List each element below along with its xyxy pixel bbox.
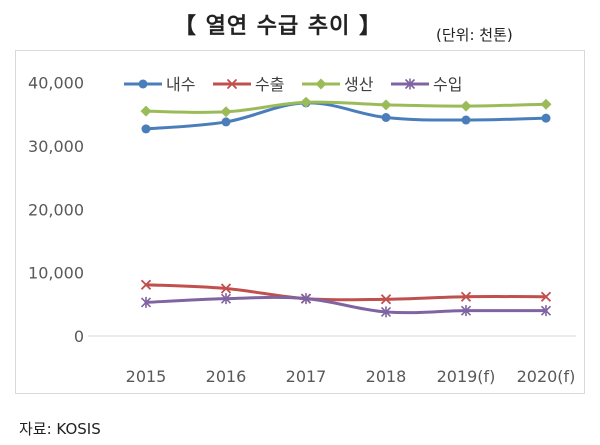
unit-label: (단위: 천톤): [436, 26, 513, 44]
data-point: [380, 99, 392, 111]
y-tick-label: 10,000: [28, 264, 84, 283]
legend-marker: [404, 78, 416, 90]
data-point: [460, 291, 472, 302]
legend-label: 내수: [166, 75, 195, 94]
data-point: [141, 124, 151, 134]
y-tick-label: 30,000: [28, 137, 84, 156]
line-chart: 0 10,000 20,000 30,000 40,000 2015 2016 2017 201…: [28, 74, 576, 386]
data-point: [540, 291, 552, 302]
data-point: [540, 305, 552, 317]
chart-title: 【 열연 수급 추이 】: [173, 14, 383, 39]
legend-label: 생산: [344, 75, 374, 94]
data-point: [300, 96, 312, 108]
data-point: [460, 100, 472, 112]
data-point: [220, 106, 232, 118]
legend-label: 수입: [433, 75, 462, 94]
data-point: [380, 294, 392, 305]
data-point: [140, 296, 152, 308]
legend-label: 수출: [255, 75, 284, 94]
data-point: [140, 105, 152, 117]
chart-frame: 0 10,000 20,000 30,000 40,000 2015 2016 2017 201…: [15, 50, 585, 394]
data-point: [220, 293, 232, 305]
series-line-4: [144, 295, 548, 315]
x-tick-label: 2020(f): [517, 367, 576, 386]
data-point: [461, 115, 471, 125]
y-tick-label: 20,000: [28, 200, 84, 219]
source-note: 자료: KOSIS: [19, 420, 101, 438]
data-point: [380, 306, 392, 318]
data-point: [541, 113, 551, 123]
y-tick-label: 40,000: [28, 74, 84, 93]
x-tick-label: 2016: [206, 367, 247, 386]
legend-marker: [138, 79, 148, 89]
data-point: [381, 113, 391, 122]
x-tick-label: 2015: [126, 367, 167, 386]
data-point: [300, 293, 312, 305]
x-tick-label: 2018: [366, 367, 407, 386]
data-point: [140, 279, 152, 290]
x-tick-label: 2019(f): [437, 367, 496, 386]
data-point: [540, 98, 552, 110]
x-tick-label: 2017: [286, 367, 327, 386]
y-tick-label: 0: [74, 327, 84, 346]
legend-marker: [226, 78, 238, 90]
series-line-2: [144, 283, 548, 302]
series-line-1: [144, 101, 548, 131]
data-point: [460, 305, 472, 317]
series-line-3: [144, 100, 548, 114]
data-point: [221, 117, 231, 127]
data-point: [220, 283, 232, 294]
legend-marker: [315, 78, 327, 90]
